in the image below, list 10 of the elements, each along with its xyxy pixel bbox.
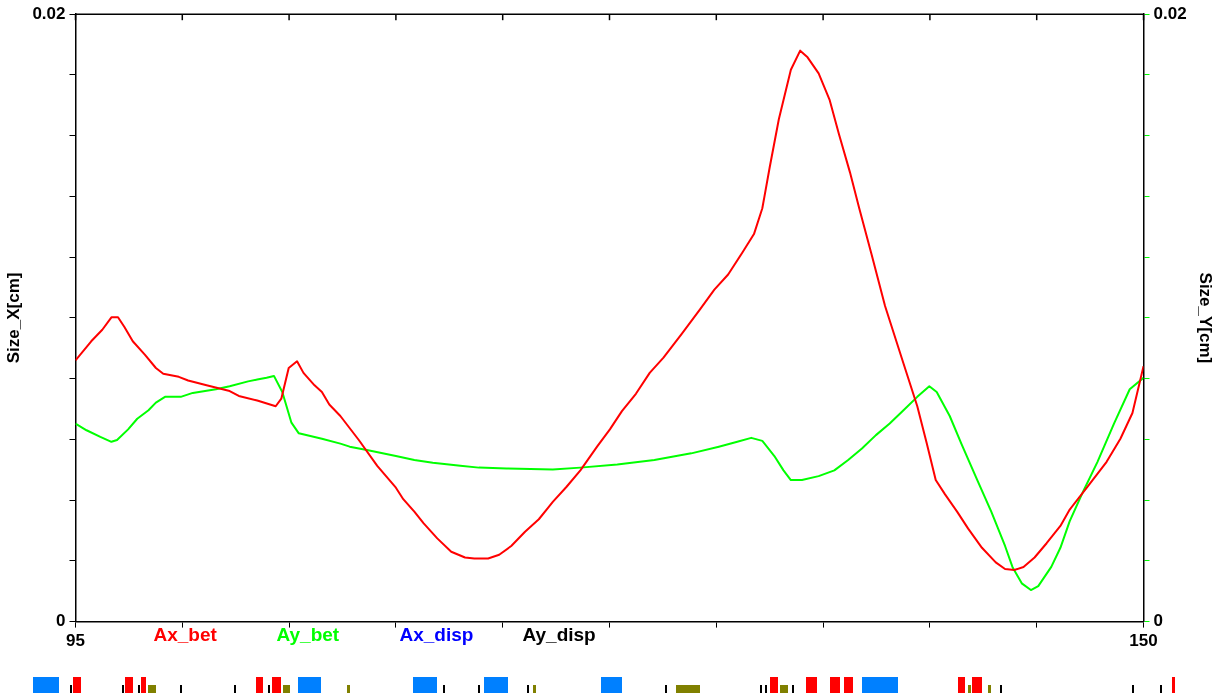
y2-tick-label: 0 xyxy=(1153,611,1163,631)
y2-axis-title: Size_Y[cm] xyxy=(1196,272,1216,364)
legend-label: Ax_disp xyxy=(399,623,474,645)
text: Ax_bet xyxy=(153,623,218,645)
legend-label: Ay_disp xyxy=(522,623,596,645)
x-tick-label: 95 xyxy=(66,631,85,651)
text: Ay_bet xyxy=(276,623,340,645)
y2-tick-label: 0.02 xyxy=(1153,3,1187,23)
x-tick-label: 150 xyxy=(1129,631,1158,651)
y-axis-title: Size_X[cm] xyxy=(3,272,23,364)
